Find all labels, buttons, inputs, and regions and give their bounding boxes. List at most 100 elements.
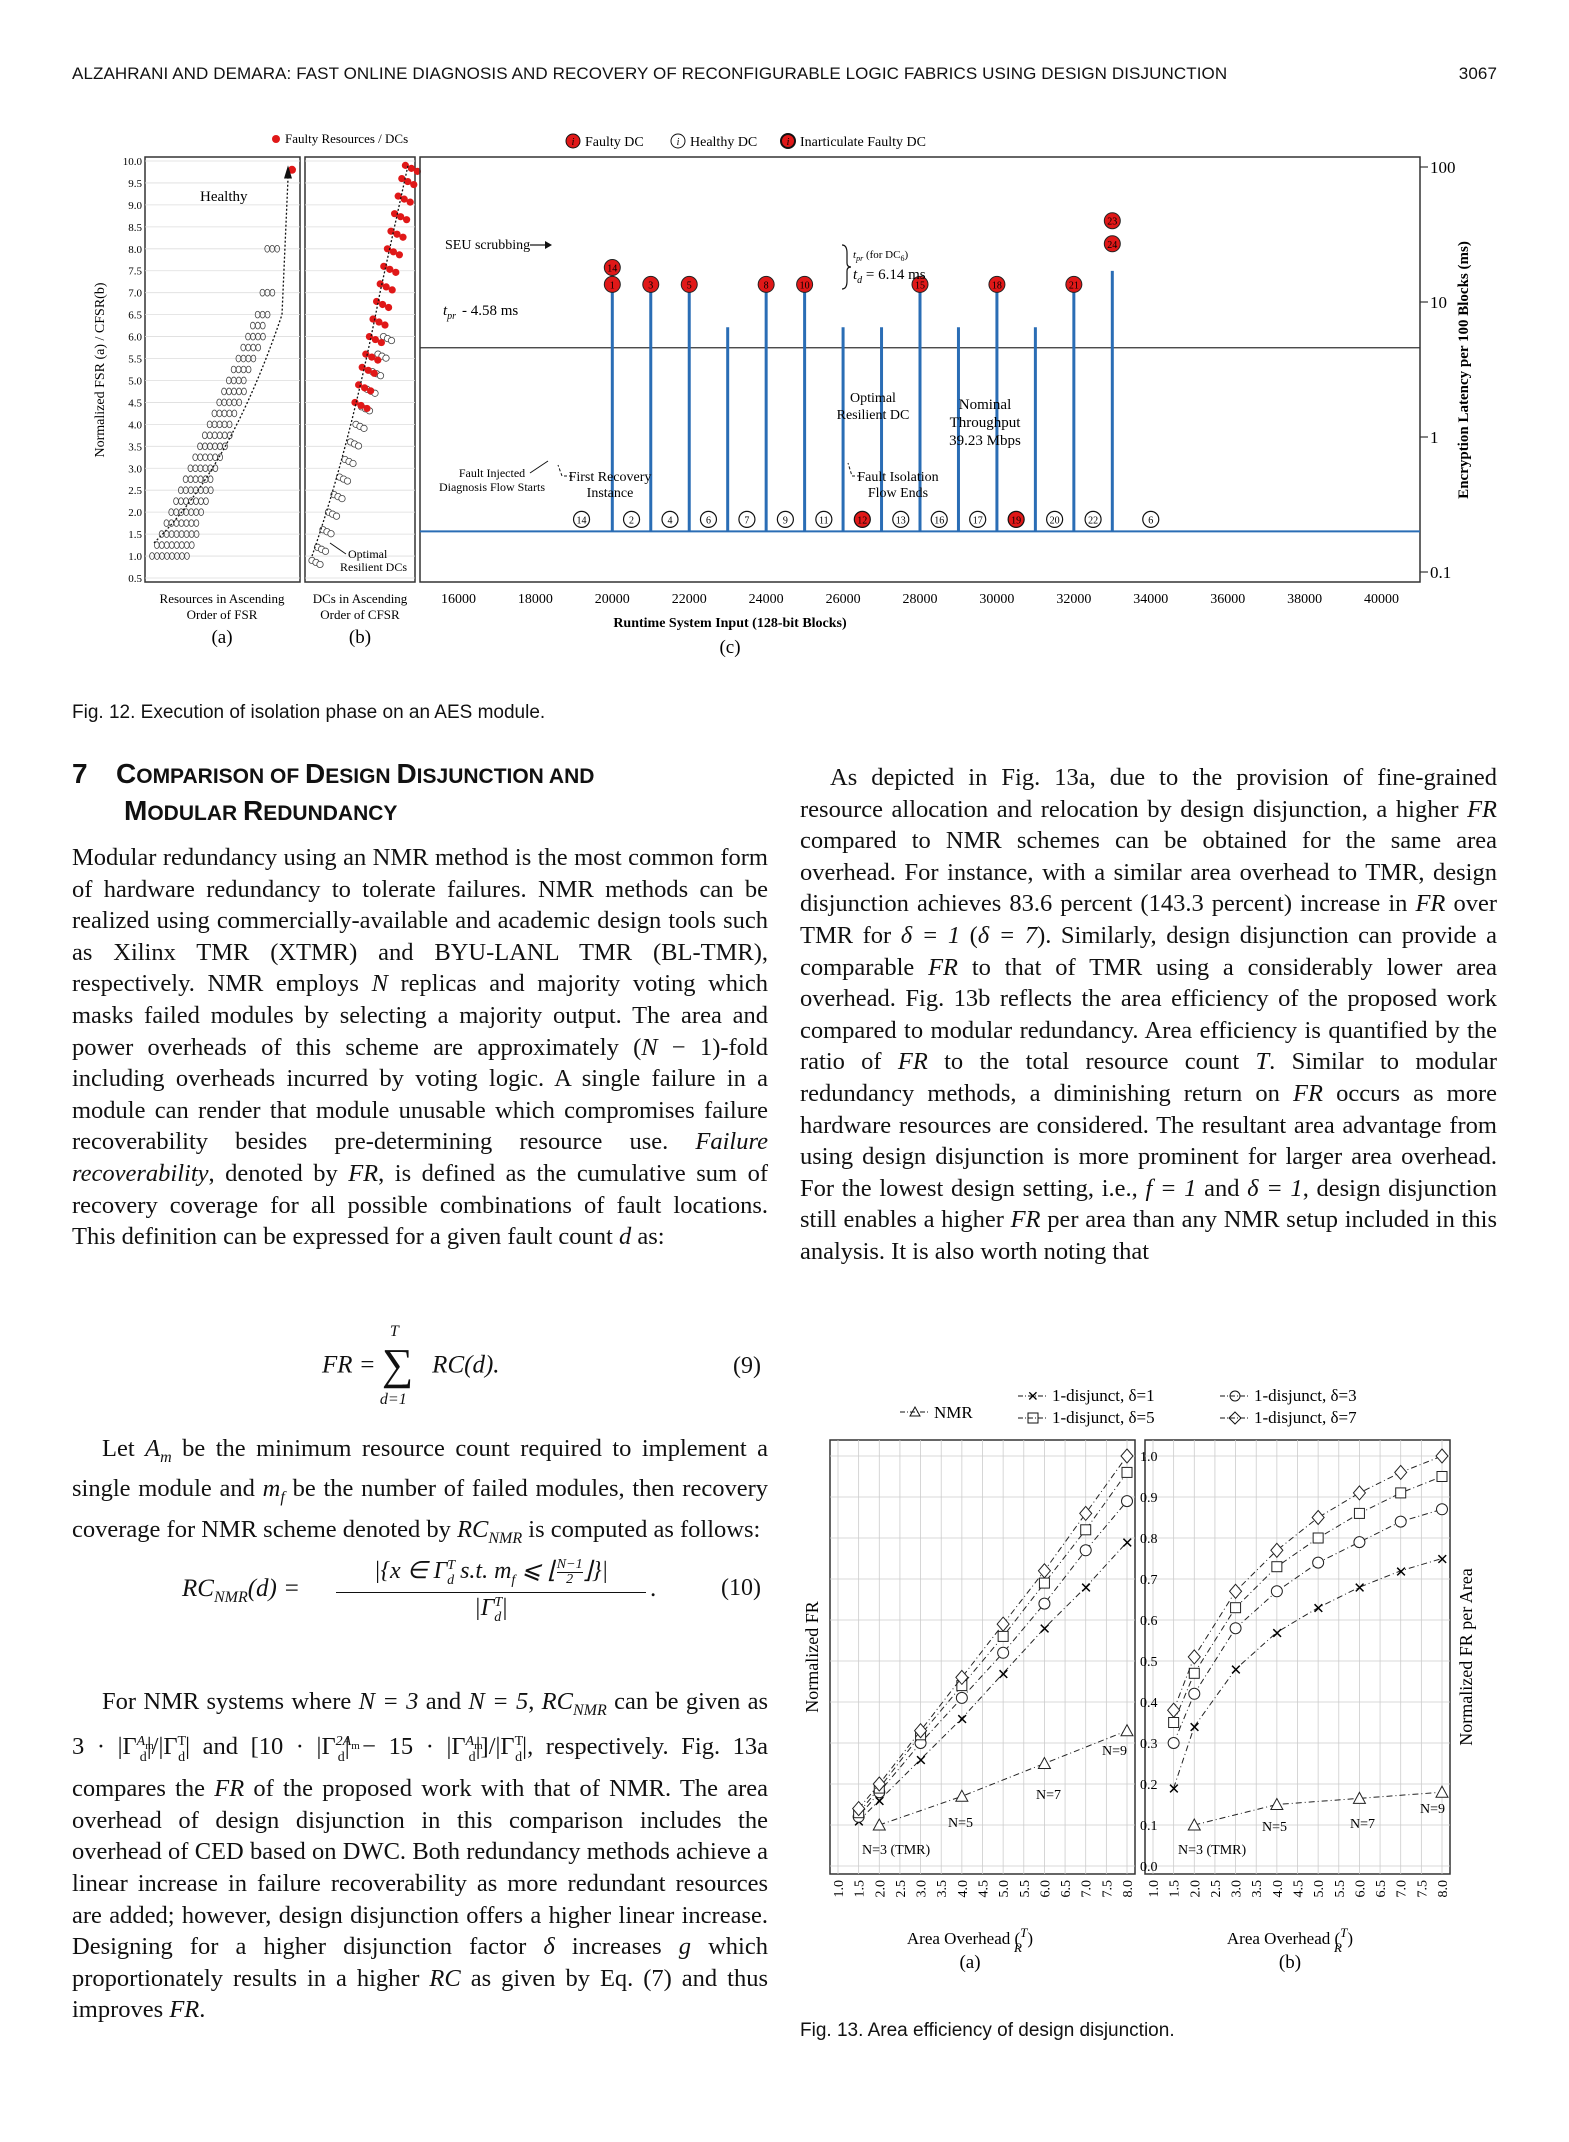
- x-tick-label: 5.5: [1018, 1880, 1033, 1898]
- dc-circle: [815, 510, 833, 528]
- dc-circle: [622, 510, 641, 528]
- delta7-point: [1270, 1542, 1284, 1559]
- faulty-dc-marker: [410, 180, 418, 189]
- y-tick-label: 0.4: [1140, 1696, 1158, 1711]
- healthy-resource-marker: [240, 365, 247, 374]
- delta7-point: [996, 1616, 1010, 1632]
- healthy-resource-marker: [163, 519, 170, 527]
- series-line: [1194, 1791, 1443, 1826]
- fault-isolation-arrow: [847, 462, 860, 477]
- faulty-dc-marker: [395, 251, 403, 259]
- legend-nmr-marker: [909, 1405, 921, 1417]
- healthy-resource-marker: [217, 431, 223, 440]
- panel-b-frame: [304, 156, 416, 583]
- y-tick-label: 0.1: [1430, 563, 1451, 582]
- series-line: [1173, 1476, 1443, 1723]
- faulty-dc-circle: [680, 275, 698, 293]
- healthy-resource-marker: [183, 519, 190, 527]
- healthy-resource-marker: [226, 420, 233, 429]
- healthy-resource-marker: [189, 541, 195, 549]
- y-tick-label: 2.0: [128, 507, 142, 519]
- faulty-dc-circle-label: 21: [1069, 280, 1079, 291]
- fig13b-label-n7: N=7: [1350, 1817, 1375, 1832]
- delta5-point: [997, 1630, 1009, 1642]
- delta1-point: ✕: [1436, 1553, 1449, 1569]
- legend-d7-marker: [1228, 1411, 1242, 1425]
- dc-circle-label: 16: [934, 515, 944, 526]
- healthy-dc-marker: [332, 512, 341, 520]
- healthy-dc-marker: [321, 547, 330, 555]
- legend-healthy-dc: Healthy DC: [690, 135, 757, 150]
- dc-circle: [661, 510, 679, 528]
- y-tick-label: 100: [1430, 158, 1456, 177]
- faulty-dc-circle: [1103, 235, 1121, 253]
- equation-10: RCNMR(d) =: [182, 1575, 301, 1606]
- x-tick-label: 7.5: [1415, 1880, 1430, 1898]
- panel-a-xlabel-2: Order of FSR: [187, 607, 258, 622]
- faulty-dc-marker: [407, 164, 415, 172]
- faulty-dc-circle-label: 24: [1107, 240, 1117, 251]
- dc-circle: [1046, 510, 1064, 528]
- healthy-resource-marker: [193, 519, 200, 527]
- fig13b-label-n3: N=3 (TMR): [1178, 1843, 1247, 1858]
- x-tick-label: 36000: [1210, 592, 1245, 607]
- y-tick-label: 0.2: [1140, 1778, 1158, 1793]
- delta7-point: [913, 1722, 928, 1739]
- healthy-resource-marker: [203, 497, 209, 505]
- fig13a-label-n5: N=5: [948, 1816, 973, 1831]
- td-brace: [841, 244, 852, 290]
- seu-scrubbing-label: SEU scrubbing: [445, 238, 530, 253]
- healthy-resource-marker: [217, 453, 223, 462]
- dc-circle: [699, 510, 718, 528]
- series-line: [858, 1472, 1128, 1814]
- left-column-p2: Let Am be the minimum resource count req…: [72, 1435, 769, 1547]
- panel-c-x-ticks: 16000 18000 20000 22000 24000 26000 28000 30000…: [441, 592, 1399, 607]
- dc-circle-label: 12: [857, 515, 867, 526]
- healthy-resource-marker: [183, 497, 189, 505]
- healthy-resource-marker: [207, 475, 214, 484]
- x-tick-label: 24000: [749, 592, 784, 607]
- delta5-point: [1080, 1524, 1092, 1536]
- healthy-dc-marker: [387, 336, 396, 345]
- legend-faulty-dc-sub: i: [572, 137, 575, 148]
- optimal-resilient-dc-1: Optimal: [850, 391, 896, 406]
- delta3-point: [1353, 1536, 1366, 1549]
- y-tick-label: 0.8: [1140, 1532, 1158, 1547]
- x-tick-label: 4.5: [1292, 1880, 1307, 1898]
- x-tick-label: 6.0: [1038, 1880, 1053, 1898]
- faulty-dc-marker: [391, 210, 399, 218]
- nmr-point: [955, 1789, 969, 1802]
- fig13b-tag: (b): [1279, 1952, 1301, 1973]
- faulty-dc-marker: [406, 198, 414, 206]
- panel-b-xlabel-2: Order of CFSR: [320, 607, 400, 622]
- healthy-dc-marker: [316, 560, 324, 569]
- healthy-dc-marker: [354, 442, 363, 450]
- legend-faulty-marker: [272, 135, 280, 143]
- healthy-resource-marker: [188, 519, 195, 527]
- x-tick-label: 38000: [1287, 592, 1322, 607]
- healthy-resource-marker: [226, 387, 232, 396]
- faulty-dc-circle-label: 15: [915, 280, 925, 291]
- healthy-resource-marker: [230, 365, 237, 374]
- faulty-dc-circle: [757, 275, 775, 293]
- y-tick-label: 1: [1430, 428, 1439, 447]
- delta1-point: ✕: [1038, 1622, 1051, 1638]
- x-tick-label: 3.0: [915, 1880, 930, 1898]
- y-tick-label: 1.5: [128, 529, 142, 541]
- delta5-point: [1312, 1532, 1324, 1544]
- y-tick-label: 0.9: [1140, 1491, 1158, 1506]
- healthy-resource-marker: [241, 376, 247, 385]
- x-tick-label: 4.0: [1271, 1880, 1286, 1898]
- fault-isolation-1: Fault Isolation: [857, 470, 938, 485]
- delta5-point: [1395, 1487, 1407, 1499]
- x-tick-label: 5.0: [997, 1880, 1012, 1898]
- delta5-point: [1271, 1561, 1283, 1573]
- nominal-1: Nominal: [959, 397, 1012, 413]
- healthy-resource-marker: [179, 541, 185, 549]
- fig13b-label-n9: N=9: [1420, 1802, 1445, 1817]
- legend-d3: 1-disjunct, δ=3: [1254, 1386, 1357, 1405]
- faulty-dc-marker: [399, 233, 407, 241]
- panel-c-bars: [610, 270, 1114, 532]
- panel-b-optimal-arrow: [329, 542, 347, 555]
- y-tick-label: 1.0: [128, 551, 142, 563]
